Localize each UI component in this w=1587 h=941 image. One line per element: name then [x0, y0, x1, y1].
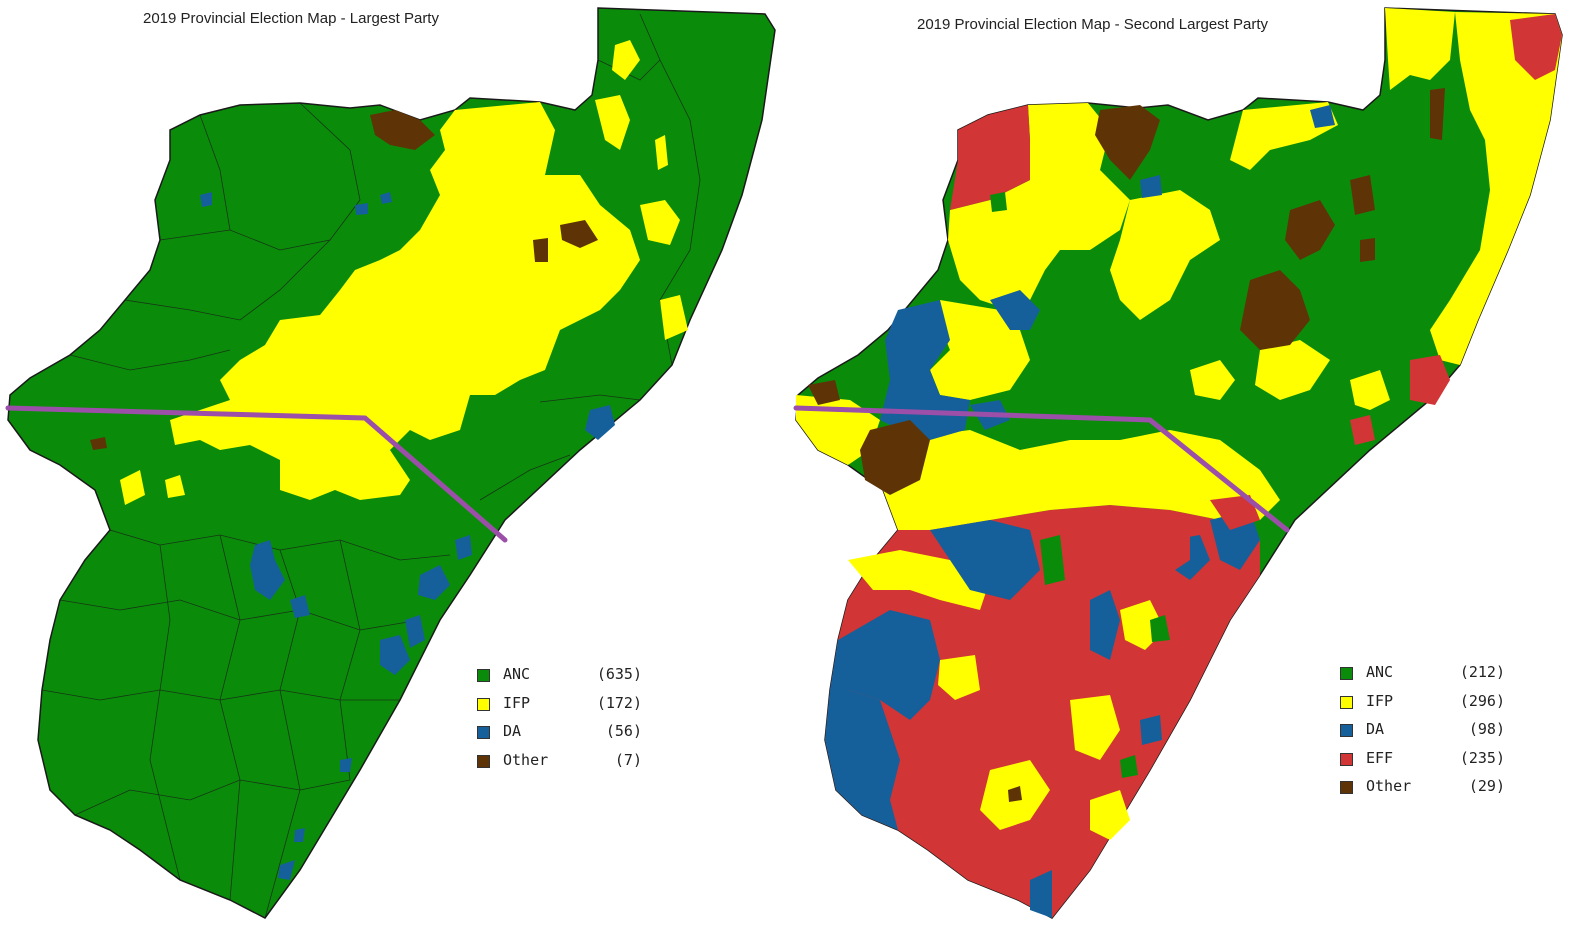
- legend-label: ANC: [1366, 663, 1394, 681]
- legend-swatch-anc: [477, 669, 490, 682]
- legend-swatch-ifp: [477, 697, 490, 711]
- province-map-largest-party: [5, 7, 776, 919]
- legend-item-anc: ANC (635): [477, 665, 652, 694]
- legend-label: ANC: [503, 665, 531, 683]
- map-panel-second-largest-party: 2019 Provincial Election Map - Second La…: [790, 0, 1587, 941]
- ward-boundaries: [41, 13, 701, 919]
- legend-count: (635): [596, 665, 642, 683]
- map-legend: ANC (212) IFP (296) DA (98) EFF (235) Ot…: [1340, 663, 1515, 806]
- legend-label: Other: [503, 750, 549, 769]
- legend-item-da: DA (98): [1340, 720, 1515, 749]
- legend-count: (172): [596, 693, 642, 712]
- legend-count: (212): [1459, 663, 1505, 681]
- divider-line: [5, 405, 508, 543]
- other-regions: [90, 110, 598, 450]
- legend-swatch-da: [477, 726, 490, 739]
- legend-swatch-anc: [1340, 667, 1353, 680]
- map-panel-largest-party: 2019 Provincial Election Map - Largest P…: [0, 0, 790, 941]
- legend-item-ifp: IFP (172): [477, 694, 652, 723]
- legend-label: EFF: [1366, 748, 1394, 767]
- legend-count: (98): [1468, 720, 1505, 738]
- legend-swatch-other: [477, 754, 490, 768]
- map-title: 2019 Provincial Election Map - Largest P…: [143, 10, 439, 27]
- legend-label: IFP: [1366, 691, 1394, 710]
- legend-swatch-eff: [1340, 752, 1353, 766]
- legend-count: (56): [605, 722, 642, 740]
- ifp-regions: [120, 40, 688, 505]
- legend-label: DA: [1366, 720, 1385, 738]
- legend-label: Other: [1366, 777, 1412, 795]
- province-map-second-largest-party: [793, 7, 1563, 919]
- legend-count: (235): [1459, 748, 1505, 767]
- legend-swatch-ifp: [1340, 695, 1353, 709]
- legend-item-other: Other (29): [1340, 777, 1515, 806]
- map-legend: ANC (635) IFP (172) DA (56) Other (7): [477, 665, 652, 779]
- legend-item-da: DA (56): [477, 722, 652, 751]
- anc-patches: [990, 192, 1170, 778]
- divider-line: [793, 405, 1290, 533]
- legend-count: (29): [1468, 777, 1505, 795]
- legend-label: DA: [503, 722, 522, 740]
- map-title: 2019 Provincial Election Map - Second La…: [917, 16, 1269, 33]
- ifp-regions: [796, 8, 1562, 840]
- legend-swatch-other: [1340, 781, 1353, 794]
- eff-regions: [950, 14, 1562, 580]
- other-regions: [808, 88, 1445, 802]
- legend-item-anc: ANC (212): [1340, 663, 1515, 692]
- da-regions: [825, 105, 1335, 918]
- legend-item-other: Other (7): [477, 751, 652, 780]
- legend-swatch-da: [1340, 724, 1353, 737]
- legend-label: IFP: [503, 693, 531, 712]
- legend-item-eff: EFF (235): [1340, 749, 1515, 778]
- legend-count: (296): [1459, 691, 1505, 710]
- da-regions: [200, 192, 615, 880]
- legend-item-ifp: IFP (296): [1340, 692, 1515, 721]
- legend-count: (7): [614, 750, 642, 769]
